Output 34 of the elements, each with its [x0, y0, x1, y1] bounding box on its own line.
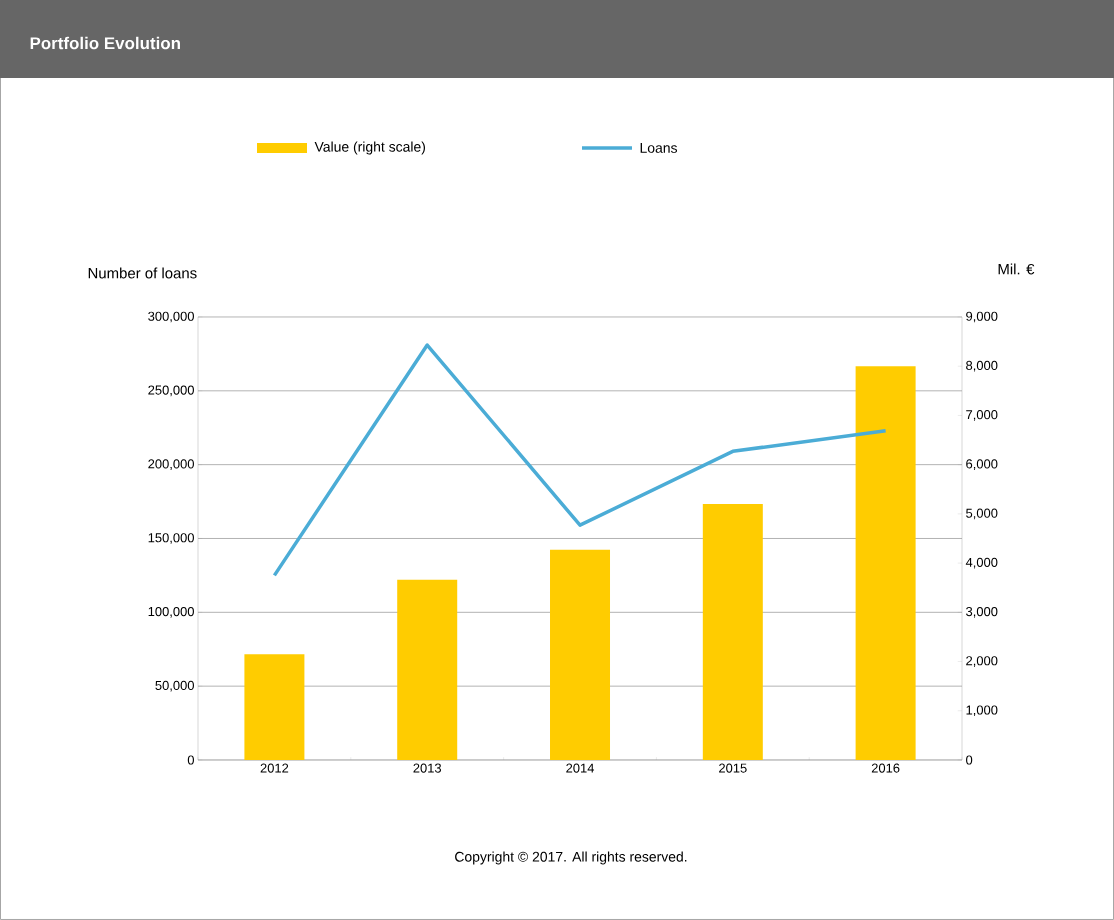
bar: [855, 366, 916, 760]
chart-title: Portfolio Evolution: [30, 36, 180, 50]
y-tick-label: 50,000: [155, 680, 194, 692]
y-tick-label: 0: [187, 755, 194, 765]
y2-tick-label: 0: [966, 755, 973, 765]
bar: [702, 504, 763, 760]
y2-tick-label: 6,000: [966, 459, 998, 470]
y-tick-label: 300,000: [148, 311, 194, 323]
x-tick-label: 2013: [413, 763, 442, 773]
y2-tick-label: 7,000: [966, 410, 998, 421]
y2-tick-label: 9,000: [966, 311, 998, 323]
y-tick-label: 100,000: [148, 606, 194, 618]
y2-tick-label: 3,000: [966, 606, 998, 618]
y2-tick-label: 8,000: [966, 360, 998, 372]
y2-axis-title: Mil. €: [998, 263, 1035, 275]
bar: [397, 579, 458, 760]
y2-tick-label: 5,000: [966, 508, 998, 520]
x-tick-label: 2012: [260, 763, 289, 773]
y2-tick-label: 2,000: [966, 656, 998, 667]
y2-tick-label: 1,000: [966, 705, 998, 717]
x-tick-label: 2014: [566, 763, 595, 773]
y-tick-label: 150,000: [148, 533, 194, 544]
x-tick-label: 2015: [719, 763, 747, 773]
bar: [550, 549, 611, 760]
legend-label: Value (right scale): [314, 141, 426, 155]
bar: [244, 654, 305, 760]
line-series: [272, 343, 888, 578]
y-tick-label: 250,000: [148, 385, 194, 397]
y2-tick-label: 4,000: [965, 557, 998, 569]
legend-label: Loans: [640, 143, 678, 153]
y-tick-label: 200,000: [148, 459, 194, 470]
y-axis-title: Number of loans: [88, 267, 197, 279]
x-tick-label: 2016: [871, 763, 900, 773]
text: Copyright © 2017. All rights reserved.: [455, 851, 687, 865]
